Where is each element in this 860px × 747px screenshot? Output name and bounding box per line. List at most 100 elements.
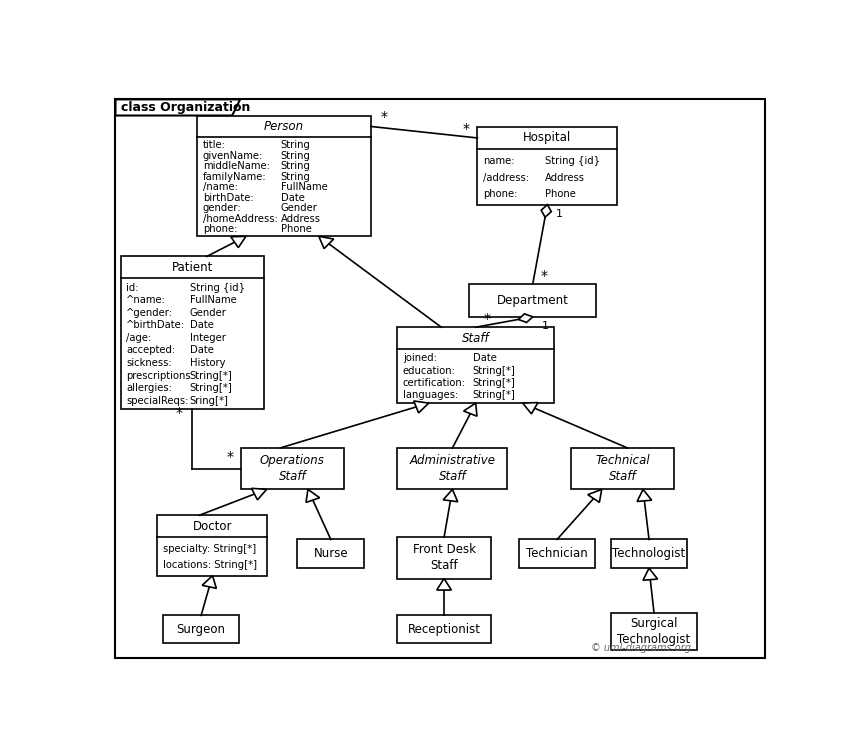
Polygon shape bbox=[443, 489, 458, 502]
Text: String[*]: String[*] bbox=[189, 371, 232, 381]
Text: *: * bbox=[175, 406, 183, 421]
Text: certification:: certification: bbox=[402, 378, 466, 388]
Text: String {id}: String {id} bbox=[189, 282, 245, 293]
Text: *: * bbox=[483, 312, 491, 326]
Polygon shape bbox=[637, 489, 652, 501]
FancyBboxPatch shape bbox=[241, 448, 344, 489]
FancyBboxPatch shape bbox=[397, 327, 554, 403]
Text: specialty: String[*]: specialty: String[*] bbox=[163, 544, 256, 554]
FancyBboxPatch shape bbox=[157, 515, 267, 576]
Text: class Organization: class Organization bbox=[120, 101, 250, 114]
Text: String: String bbox=[280, 140, 310, 150]
Text: /name:: /name: bbox=[203, 182, 237, 193]
Text: String[*]: String[*] bbox=[473, 378, 515, 388]
Text: familyName:: familyName: bbox=[203, 172, 267, 182]
Text: Gender: Gender bbox=[280, 203, 317, 214]
Text: 1: 1 bbox=[556, 209, 563, 220]
Text: © uml-diagrams.org: © uml-diagrams.org bbox=[591, 642, 691, 653]
Text: Nurse: Nurse bbox=[313, 548, 348, 560]
Text: String[*]: String[*] bbox=[189, 383, 232, 393]
Text: Department: Department bbox=[497, 294, 568, 307]
Text: Person: Person bbox=[264, 120, 304, 133]
Text: Patient: Patient bbox=[172, 261, 213, 274]
Text: String: String bbox=[280, 161, 310, 171]
Polygon shape bbox=[115, 99, 240, 116]
FancyBboxPatch shape bbox=[120, 256, 264, 409]
Text: languages:: languages: bbox=[402, 390, 458, 400]
Text: Date: Date bbox=[189, 320, 213, 330]
Text: gender:: gender: bbox=[203, 203, 242, 214]
Text: History: History bbox=[189, 358, 225, 368]
Text: sickness:: sickness: bbox=[126, 358, 172, 368]
Text: Staff: Staff bbox=[462, 332, 489, 344]
Text: birthDate:: birthDate: bbox=[203, 193, 254, 203]
Polygon shape bbox=[464, 403, 477, 416]
Text: name:: name: bbox=[482, 156, 514, 166]
Text: Receptionist: Receptionist bbox=[408, 623, 481, 636]
Polygon shape bbox=[230, 236, 246, 248]
FancyBboxPatch shape bbox=[115, 99, 765, 658]
Text: Technical
Staff: Technical Staff bbox=[595, 454, 649, 483]
Text: Sring[*]: Sring[*] bbox=[189, 396, 229, 406]
FancyBboxPatch shape bbox=[198, 116, 371, 236]
Text: specialReqs:: specialReqs: bbox=[126, 396, 188, 406]
Text: allergies:: allergies: bbox=[126, 383, 172, 393]
Text: String: String bbox=[280, 172, 310, 182]
FancyBboxPatch shape bbox=[519, 539, 595, 568]
Text: Address: Address bbox=[544, 173, 585, 182]
Text: title:: title: bbox=[203, 140, 225, 150]
FancyBboxPatch shape bbox=[397, 616, 491, 643]
Text: Phone: Phone bbox=[280, 224, 311, 235]
Text: Hospital: Hospital bbox=[523, 131, 572, 144]
Polygon shape bbox=[251, 489, 267, 500]
Polygon shape bbox=[306, 489, 320, 503]
Text: String {id}: String {id} bbox=[544, 156, 599, 166]
Text: accepted:: accepted: bbox=[126, 346, 175, 356]
FancyBboxPatch shape bbox=[571, 448, 674, 489]
Text: *: * bbox=[463, 123, 470, 137]
Text: 1: 1 bbox=[542, 321, 549, 332]
Text: Surgeon: Surgeon bbox=[176, 623, 225, 636]
Text: *: * bbox=[541, 269, 548, 283]
Polygon shape bbox=[587, 489, 602, 503]
FancyBboxPatch shape bbox=[397, 448, 507, 489]
Text: Phone: Phone bbox=[544, 189, 575, 199]
Text: ^name:: ^name: bbox=[126, 295, 166, 306]
Text: /address:: /address: bbox=[482, 173, 529, 182]
Text: Integer: Integer bbox=[189, 333, 225, 343]
Polygon shape bbox=[523, 403, 538, 414]
Text: Operations
Staff: Operations Staff bbox=[260, 454, 325, 483]
FancyBboxPatch shape bbox=[163, 616, 239, 643]
Text: Address: Address bbox=[280, 214, 321, 224]
Text: /homeAddress:: /homeAddress: bbox=[203, 214, 278, 224]
Text: *: * bbox=[226, 450, 233, 464]
Text: String: String bbox=[280, 151, 310, 161]
Polygon shape bbox=[519, 314, 532, 323]
Text: Technologist: Technologist bbox=[612, 548, 685, 560]
FancyBboxPatch shape bbox=[611, 539, 687, 568]
Text: Gender: Gender bbox=[189, 308, 226, 317]
Text: *: * bbox=[381, 110, 388, 124]
Text: Date: Date bbox=[280, 193, 304, 203]
Text: joined:: joined: bbox=[402, 353, 437, 363]
Text: String[*]: String[*] bbox=[473, 365, 515, 376]
Polygon shape bbox=[414, 401, 429, 413]
Polygon shape bbox=[202, 576, 217, 589]
Text: /age:: /age: bbox=[126, 333, 151, 343]
Polygon shape bbox=[541, 205, 551, 217]
Text: locations: String[*]: locations: String[*] bbox=[163, 560, 257, 570]
Text: Date: Date bbox=[189, 346, 213, 356]
FancyBboxPatch shape bbox=[397, 537, 491, 578]
Text: FullName: FullName bbox=[280, 182, 328, 193]
Text: Front Desk
Staff: Front Desk Staff bbox=[413, 543, 476, 572]
Text: phone:: phone: bbox=[482, 189, 517, 199]
Text: Doctor: Doctor bbox=[193, 520, 232, 533]
Polygon shape bbox=[319, 236, 334, 249]
Text: Date: Date bbox=[473, 353, 496, 363]
Text: education:: education: bbox=[402, 365, 456, 376]
Text: String[*]: String[*] bbox=[473, 390, 515, 400]
Text: id:: id: bbox=[126, 282, 138, 293]
Text: Surgical
Technologist: Surgical Technologist bbox=[617, 617, 691, 646]
Polygon shape bbox=[437, 578, 452, 590]
Text: Technician: Technician bbox=[526, 548, 588, 560]
